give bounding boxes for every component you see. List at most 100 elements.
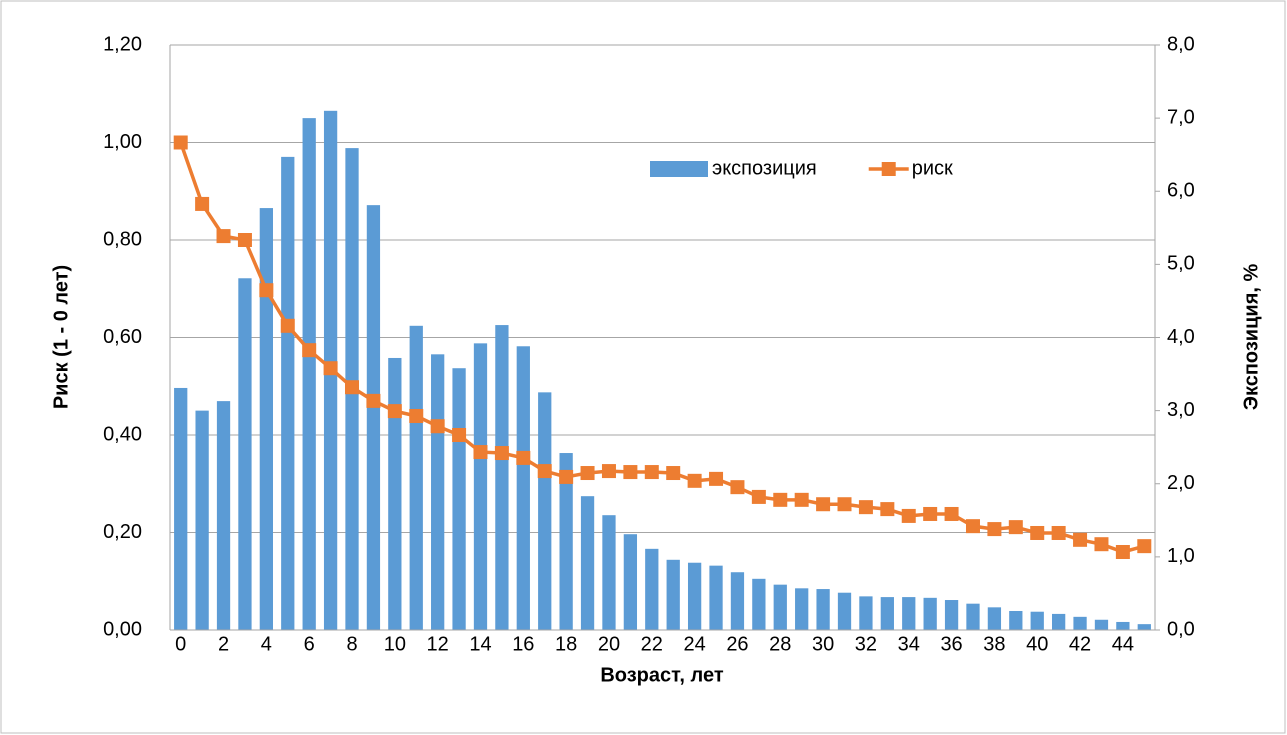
- bar: [880, 597, 894, 630]
- y-axis-title: Риск (1 - 0 лет): [50, 265, 72, 409]
- x-tick-label: 2: [218, 633, 229, 655]
- x-tick-label: 10: [384, 633, 406, 655]
- legend-label: экспозиция: [712, 157, 817, 179]
- bar: [1030, 611, 1044, 630]
- line-marker: [516, 450, 531, 465]
- line-marker: [944, 506, 959, 521]
- line-marker: [430, 419, 445, 434]
- line-marker: [837, 497, 852, 512]
- y2-tick-label: 1,0: [1167, 545, 1195, 567]
- bar: [923, 597, 937, 630]
- bar: [216, 401, 231, 630]
- x-tick-label: 8: [346, 633, 357, 655]
- y2-tick-label: 0,0: [1167, 618, 1195, 640]
- line-marker: [965, 519, 980, 534]
- bar: [1009, 610, 1023, 630]
- x-tick-label: 4: [261, 633, 272, 655]
- y2-tick-label: 4,0: [1167, 326, 1195, 348]
- line-marker: [623, 465, 638, 480]
- bar: [1137, 624, 1151, 630]
- line-marker: [730, 480, 745, 495]
- line-marker: [1073, 532, 1088, 547]
- bar: [1094, 619, 1109, 630]
- line-marker: [1137, 539, 1152, 554]
- x-tick-label: 16: [512, 633, 534, 655]
- y2-tick-label: 5,0: [1167, 253, 1195, 275]
- line-marker: [237, 233, 252, 247]
- line-marker: [880, 502, 895, 517]
- legend-swatch: [650, 161, 708, 177]
- line-marker: [409, 408, 424, 423]
- bar: [538, 392, 552, 630]
- bar: [966, 603, 980, 630]
- line-marker: [901, 508, 916, 523]
- line-marker: [537, 464, 552, 479]
- x-tick-label: 26: [726, 633, 748, 655]
- line-marker: [751, 489, 766, 504]
- x-tick-label: 42: [1069, 633, 1091, 655]
- bar: [752, 578, 766, 630]
- bar: [837, 592, 852, 630]
- x-tick-label: 0: [175, 633, 186, 655]
- line-marker: [216, 229, 231, 244]
- bar: [302, 118, 316, 630]
- bar: [238, 278, 252, 630]
- line-marker: [345, 380, 360, 395]
- bar: [495, 325, 509, 630]
- line-marker: [559, 469, 574, 484]
- x-tick-label: 38: [983, 633, 1005, 655]
- y2-tick-label: 3,0: [1167, 399, 1195, 421]
- line-marker: [580, 466, 595, 481]
- line-marker: [987, 522, 1002, 537]
- x-tick-label: 40: [1026, 633, 1048, 655]
- line: [179, 141, 1145, 554]
- bar: [195, 410, 209, 630]
- x-tick-label: 24: [683, 633, 705, 655]
- bar: [281, 156, 295, 630]
- line-marker: [687, 473, 702, 488]
- x-tick-label: 44: [1112, 633, 1134, 655]
- legend-swatch: [881, 162, 896, 176]
- x-tick-label: 32: [855, 633, 877, 655]
- y-tick-label: 0,20: [103, 521, 142, 543]
- bar: [944, 600, 959, 630]
- bar: [473, 343, 488, 630]
- x-tick-label: 18: [555, 633, 577, 655]
- line-marker: [601, 464, 616, 479]
- bar: [1052, 613, 1066, 630]
- line-marker: [773, 492, 788, 507]
- bar: [709, 565, 723, 630]
- y-tick-label: 0,60: [103, 326, 142, 348]
- line-marker: [858, 500, 873, 515]
- bar: [623, 534, 638, 630]
- line-marker: [280, 318, 295, 333]
- bar: [816, 589, 830, 630]
- bar: [773, 584, 787, 630]
- line-marker: [1030, 525, 1045, 540]
- bar: [645, 548, 659, 630]
- line-marker: [302, 343, 317, 358]
- line-marker: [923, 506, 938, 521]
- bar: [859, 596, 873, 630]
- y-tick-label: 1,20: [103, 33, 142, 55]
- line-marker: [644, 465, 659, 480]
- line-marker: [473, 445, 488, 460]
- bar: [559, 453, 573, 630]
- line-marker: [195, 196, 210, 211]
- x-tick-label: 22: [641, 633, 663, 655]
- bar: [409, 325, 423, 630]
- x-tick-label: 28: [769, 633, 791, 655]
- bar: [452, 368, 466, 630]
- x-axis-title: Возраст, лет: [600, 664, 724, 686]
- x-tick-label: 20: [598, 633, 620, 655]
- x-tick-label: 6: [304, 633, 315, 655]
- line-marker: [816, 497, 831, 512]
- bar: [687, 562, 702, 630]
- bar: [1073, 616, 1087, 630]
- line-marker: [259, 283, 274, 298]
- bar: [1116, 621, 1130, 630]
- line-marker: [1115, 545, 1130, 559]
- bar: [795, 588, 809, 630]
